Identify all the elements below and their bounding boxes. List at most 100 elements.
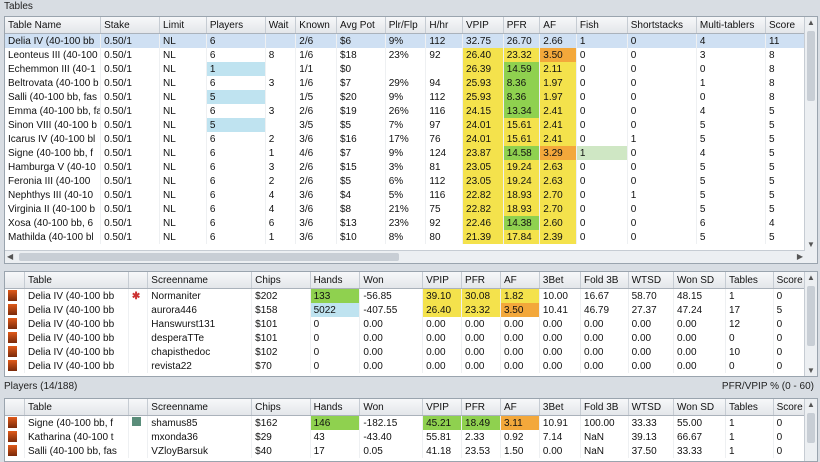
player-row[interactable]: Delia IV (40-100 bb aurora446 $158 5022 -407… — [5, 303, 817, 317]
tables-header-known[interactable]: Known — [295, 17, 337, 34]
players-header-hands[interactable]: Hands — [310, 399, 361, 416]
seats-header-tables[interactable]: Tables — [725, 272, 774, 289]
tables-header-vpip[interactable]: VPIP — [462, 17, 504, 34]
players-header-pfr[interactable]: PFR — [461, 399, 501, 416]
players-cell: 6 — [206, 146, 266, 160]
table-row[interactable]: Echemmon III (40-1 0.50/1 NL 1 1/1 $0 26.39 14.… — [5, 62, 817, 76]
seats-header-chips[interactable]: Chips — [251, 272, 311, 289]
known-cell: 1/6 — [295, 48, 337, 62]
player-row[interactable]: Delia IV (40-100 bb Hanswurst131 $101 0 0.00… — [5, 317, 817, 331]
players-header-screenname[interactable]: Screenname — [147, 399, 253, 416]
tables-header-fish[interactable]: Fish — [576, 17, 628, 34]
avg-pot-cell: $13 — [336, 216, 386, 230]
player-row[interactable]: Salli (40-100 bb, fas VZloyBarsuk $40 17 0.0… — [5, 444, 817, 458]
known-cell: 3/6 — [295, 216, 337, 230]
multi-tablers-cell: 4 — [696, 104, 767, 118]
tables-header-h-hr[interactable]: H/hr — [425, 17, 464, 34]
table-row[interactable]: Hamburga V (40-10 0.50/1 NL 6 3 2/6 $15 3% 81 23.… — [5, 160, 817, 174]
seat-icon — [5, 331, 25, 345]
players-cell: 6 — [206, 230, 266, 244]
tables-header-table-name[interactable]: Table Name — [5, 17, 102, 34]
table-row[interactable]: Virginia II (40-100 b 0.50/1 NL 6 4 3/6 $8 21% 7… — [5, 202, 817, 216]
table-row[interactable]: Beltrovata (40-100 b 0.50/1 NL 6 3 1/6 $7 29% 94… — [5, 76, 817, 90]
players-header-col2[interactable] — [128, 399, 149, 416]
tables-horizontal-scrollbar[interactable]: ◀ ▶ — [5, 250, 805, 263]
tables-grid[interactable]: Table Name Stake Limit Players Wait Known Avg … — [4, 16, 818, 264]
tables-header-wait[interactable]: Wait — [265, 17, 297, 34]
seats-header-screenname[interactable]: Screenname — [147, 272, 253, 289]
players-header-wtsd[interactable]: WTSD — [628, 399, 675, 416]
players-header-col0[interactable] — [5, 399, 25, 416]
multi-tablers-cell: 5 — [696, 230, 767, 244]
seats-header-won-sd[interactable]: Won SD — [673, 272, 726, 289]
wtsd-cell: 0.00 — [628, 345, 675, 359]
table-row[interactable]: Mathilda (40-100 bl 0.50/1 NL 6 1 3/6 $10 8% 80 2… — [5, 230, 817, 244]
table-row[interactable]: Sinon VIII (40-100 b 0.50/1 NL 5 3/5 $5 7% 97 24… — [5, 118, 817, 132]
players-header-won-sd[interactable]: Won SD — [673, 399, 726, 416]
won-sd-cell: 66.67 — [673, 430, 726, 444]
table-row[interactable]: Icarus IV (40-100 bl 0.50/1 NL 6 2 3/6 $16 17% 7… — [5, 132, 817, 146]
players-header-chips[interactable]: Chips — [251, 399, 311, 416]
table-row[interactable]: Signe (40-100 bb, f 0.50/1 NL 6 1 4/6 $7 9% 124 2… — [5, 146, 817, 160]
table-row[interactable]: Emma (40-100 bb, fa 0.50/1 NL 6 3 2/6 $19 26% 11… — [5, 104, 817, 118]
tables-header-plr-flp[interactable]: Plr/Flp — [385, 17, 427, 34]
fish-cell: 0 — [576, 132, 628, 146]
table-row[interactable]: Salli (40-100 bb, fas 0.50/1 NL 5 1/5 $20 9% 11… — [5, 90, 817, 104]
tables-header-avg-pot[interactable]: Avg Pot — [336, 17, 386, 34]
tables-header-af[interactable]: AF — [539, 17, 577, 34]
player-row[interactable]: Delia IV (40-100 bb chapisthedoc $102 0 0.00… — [5, 345, 817, 359]
seats-header-table[interactable]: Table — [24, 272, 129, 289]
hands-cell: 0 — [310, 345, 361, 359]
seats-header-fold-3b[interactable]: Fold 3B — [580, 272, 629, 289]
players-grid[interactable]: Table Screenname Chips Hands Won VPIP PFR AF 3Be… — [4, 398, 818, 462]
player-row[interactable]: Delia IV (40-100 bb revista22 $70 0 0.00 0.00… — [5, 359, 817, 373]
table-row[interactable]: Delia IV (40-100 bb 0.50/1 NL 6 2/6 $6 9% 112 32… — [5, 33, 817, 48]
players-vertical-scrollbar[interactable]: ▲ — [804, 399, 817, 461]
tables-header-multi-tablers[interactable]: Multi-tablers — [696, 17, 767, 34]
table-row[interactable]: Nephthys III (40-10 0.50/1 NL 6 4 3/6 $4 5% 116 2… — [5, 188, 817, 202]
three-bet-cell: 10.00 — [539, 288, 582, 303]
seats-header-won[interactable]: Won — [359, 272, 424, 289]
tables-header-pfr[interactable]: PFR — [503, 17, 541, 34]
table-row[interactable]: Feronia III (40-100 0.50/1 NL 6 2 2/6 $5 6% 112 2… — [5, 174, 817, 188]
pfr-cell: 26.70 — [503, 33, 541, 48]
won-cell: -407.55 — [359, 303, 424, 317]
players-header-af[interactable]: AF — [500, 399, 540, 416]
seats-header-vpip[interactable]: VPIP — [422, 272, 463, 289]
players-header-tables[interactable]: Tables — [725, 399, 774, 416]
multi-tablers-cell: 0 — [696, 90, 767, 104]
seats-header-3bet[interactable]: 3Bet — [539, 272, 582, 289]
table-row[interactable]: Leonteus III (40-100 0.50/1 NL 6 8 1/6 $18 23% 9… — [5, 48, 817, 62]
af-cell: 3.50 — [500, 303, 540, 317]
seats-header-af[interactable]: AF — [500, 272, 540, 289]
seats-vertical-scrollbar[interactable]: ▲ ▼ — [804, 272, 817, 376]
player-row[interactable]: Katharina (40-100 t mxonda36 $29 43 -43.40 55… — [5, 430, 817, 444]
tables-header-players[interactable]: Players — [206, 17, 266, 34]
fold-3bet-cell: 0.00 — [580, 317, 629, 331]
player-row[interactable]: Delia IV (40-100 bb ✱ Normaniter $202 133 -56… — [5, 288, 817, 303]
seats-header-pfr[interactable]: PFR — [461, 272, 501, 289]
seats-header-col2[interactable] — [128, 272, 149, 289]
player-row[interactable]: Delia IV (40-100 bb desperaTTe $101 0 0.00 0.… — [5, 331, 817, 345]
tables-header-limit[interactable]: Limit — [159, 17, 207, 34]
players-header-table[interactable]: Table — [24, 399, 129, 416]
tables-vertical-scrollbar[interactable]: ▲ ▼ — [804, 17, 817, 263]
pfr-cell: 14.58 — [503, 146, 541, 160]
players-header-3bet[interactable]: 3Bet — [539, 399, 582, 416]
table-seats-grid[interactable]: Table Screenname Chips Hands Won VPIP PFR AF 3Be… — [4, 271, 818, 377]
vpip-cell: 24.01 — [462, 118, 504, 132]
vpip-cell: 21.39 — [462, 230, 504, 244]
table-row[interactable]: Xosa (40-100 bb, 6 0.50/1 NL 6 6 3/6 $13 23% 92 2… — [5, 216, 817, 230]
seats-header-wtsd[interactable]: WTSD — [628, 272, 675, 289]
chips-cell: $101 — [251, 331, 311, 345]
player-row[interactable]: Signe (40-100 bb, f shamus85 $162 146 -182.1… — [5, 415, 817, 430]
players-header-vpip[interactable]: VPIP — [422, 399, 463, 416]
tables-header-shortstacks[interactable]: Shortstacks — [627, 17, 697, 34]
players-header-fold-3b[interactable]: Fold 3B — [580, 399, 629, 416]
players-header-won[interactable]: Won — [359, 399, 424, 416]
vpip-cell: 0.00 — [422, 317, 463, 331]
seats-header-hands[interactable]: Hands — [310, 272, 361, 289]
seats-header-col0[interactable] — [5, 272, 25, 289]
three-bet-cell: 0.00 — [539, 444, 582, 458]
tables-header-stake[interactable]: Stake — [100, 17, 161, 34]
